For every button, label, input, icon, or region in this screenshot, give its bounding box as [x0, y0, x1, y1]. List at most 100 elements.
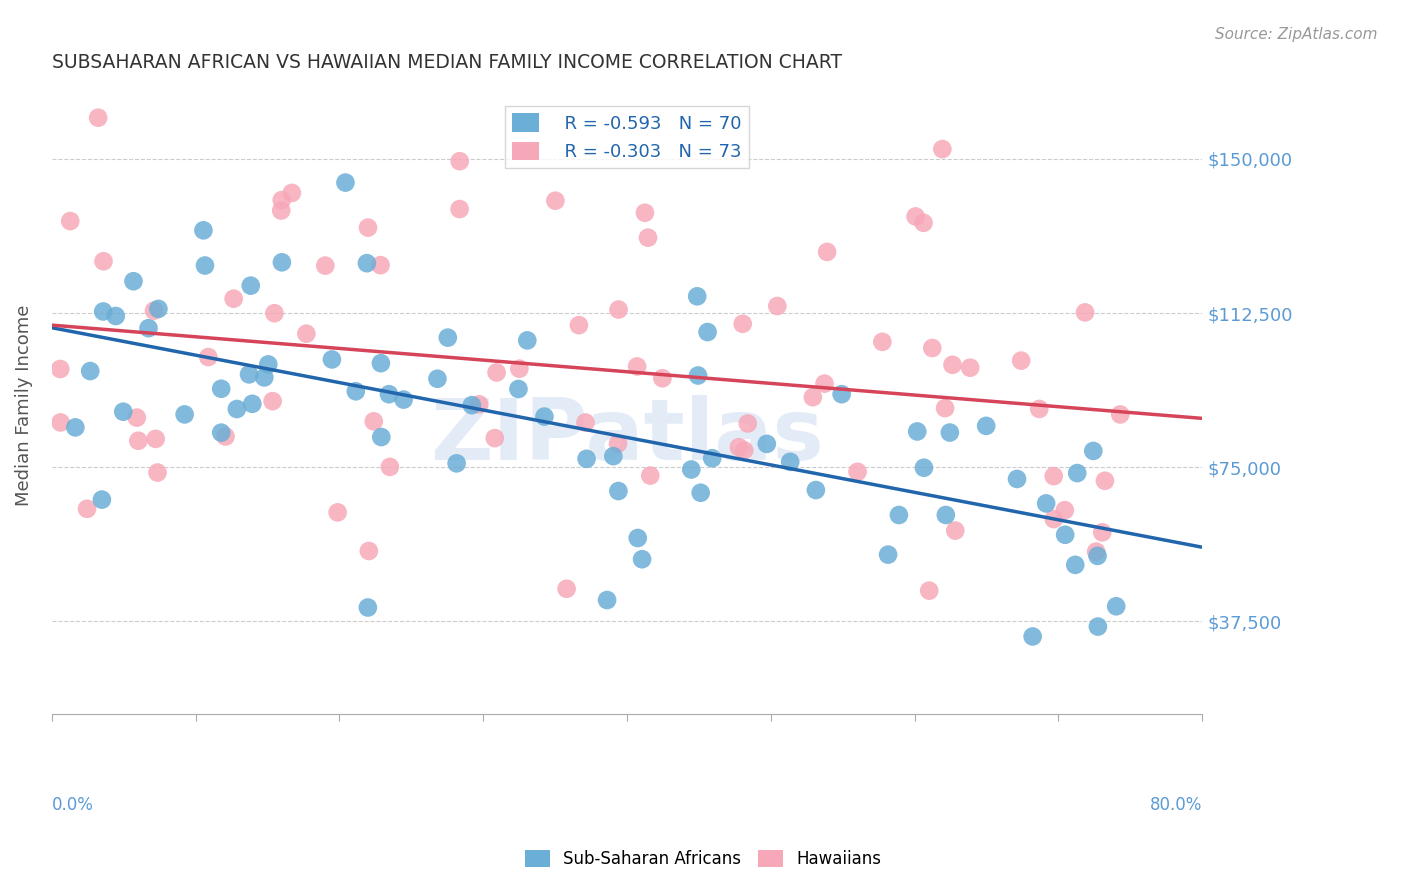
Sub-Saharan Africans [238, 368, 260, 382]
Sub-Saharan Africans [627, 531, 650, 545]
Sub-Saharan Africans [755, 437, 778, 451]
Sub-Saharan Africans [1087, 549, 1109, 563]
Sub-Saharan Africans [240, 397, 263, 411]
Sub-Saharan Africans [905, 425, 928, 439]
Hawaiians [485, 366, 508, 380]
Hawaiians [222, 292, 245, 306]
Sub-Saharan Africans [446, 456, 468, 470]
Hawaiians [931, 142, 953, 156]
Hawaiians [449, 202, 471, 216]
Hawaiians [941, 358, 963, 372]
Text: SUBSAHARAN AFRICAN VS HAWAIIAN MEDIAN FAMILY INCOME CORRELATION CHART: SUBSAHARAN AFRICAN VS HAWAIIAN MEDIAN FA… [52, 54, 842, 72]
Sub-Saharan Africans [225, 402, 247, 417]
Sub-Saharan Africans [148, 301, 170, 316]
Sub-Saharan Africans [602, 449, 624, 463]
Sub-Saharan Africans [173, 408, 195, 422]
Sub-Saharan Africans [877, 548, 900, 562]
Sub-Saharan Africans [378, 387, 401, 401]
Sub-Saharan Africans [112, 405, 135, 419]
Sub-Saharan Africans [1054, 528, 1077, 542]
Sub-Saharan Africans [65, 420, 87, 434]
Hawaiians [555, 582, 578, 596]
Sub-Saharan Africans [686, 368, 709, 383]
Hawaiians [1074, 305, 1097, 319]
Sub-Saharan Africans [1105, 599, 1128, 614]
Sub-Saharan Africans [209, 425, 232, 440]
Hawaiians [934, 401, 956, 416]
Hawaiians [728, 440, 751, 454]
Hawaiians [370, 258, 392, 272]
Hawaiians [449, 154, 471, 169]
Sub-Saharan Africans [689, 485, 711, 500]
Sub-Saharan Africans [253, 370, 276, 384]
Hawaiians [912, 216, 935, 230]
Sub-Saharan Africans [239, 278, 262, 293]
Hawaiians [295, 326, 318, 341]
Hawaiians [1053, 503, 1076, 517]
Hawaiians [1028, 401, 1050, 416]
Hawaiians [145, 432, 167, 446]
Hawaiians [326, 505, 349, 519]
Hawaiians [363, 414, 385, 428]
Hawaiians [87, 111, 110, 125]
Sub-Saharan Africans [321, 352, 343, 367]
Hawaiians [1091, 525, 1114, 540]
Hawaiians [959, 360, 981, 375]
Text: ZIPatlas: ZIPatlas [430, 395, 824, 478]
Hawaiians [634, 206, 657, 220]
Text: Source: ZipAtlas.com: Source: ZipAtlas.com [1215, 27, 1378, 42]
Hawaiians [49, 416, 72, 430]
Hawaiians [733, 443, 755, 458]
Hawaiians [270, 203, 292, 218]
Hawaiians [262, 394, 284, 409]
Hawaiians [508, 361, 530, 376]
Sub-Saharan Africans [436, 331, 458, 345]
Sub-Saharan Africans [90, 492, 112, 507]
Sub-Saharan Africans [344, 384, 367, 399]
Sub-Saharan Africans [831, 387, 853, 401]
Hawaiians [357, 220, 380, 235]
Y-axis label: Median Family Income: Median Family Income [15, 305, 32, 507]
Sub-Saharan Africans [516, 334, 538, 348]
Sub-Saharan Africans [696, 325, 718, 339]
Text: 80.0%: 80.0% [1150, 797, 1202, 814]
Sub-Saharan Africans [702, 451, 724, 466]
Hawaiians [214, 429, 236, 443]
Sub-Saharan Africans [1035, 496, 1057, 510]
Hawaiians [270, 193, 292, 207]
Sub-Saharan Africans [79, 364, 101, 378]
Hawaiians [607, 302, 630, 317]
Hawaiians [127, 434, 149, 448]
Hawaiians [197, 350, 219, 364]
Hawaiians [872, 334, 894, 349]
Hawaiians [640, 468, 662, 483]
Sub-Saharan Africans [335, 176, 357, 190]
Hawaiians [1010, 353, 1032, 368]
Sub-Saharan Africans [1064, 558, 1087, 572]
Legend: Sub-Saharan Africans, Hawaiians: Sub-Saharan Africans, Hawaiians [519, 843, 887, 875]
Sub-Saharan Africans [1083, 444, 1105, 458]
Hawaiians [378, 459, 401, 474]
Sub-Saharan Africans [596, 593, 619, 607]
Sub-Saharan Africans [357, 600, 380, 615]
Hawaiians [314, 259, 336, 273]
Sub-Saharan Africans [681, 462, 703, 476]
Hawaiians [813, 376, 835, 391]
Sub-Saharan Africans [575, 451, 598, 466]
Legend:   R = -0.593   N = 70,   R = -0.303   N = 73: R = -0.593 N = 70, R = -0.303 N = 73 [505, 106, 749, 169]
Hawaiians [281, 186, 304, 200]
Hawaiians [574, 416, 596, 430]
Sub-Saharan Africans [887, 508, 910, 522]
Hawaiians [568, 318, 591, 333]
Hawaiians [263, 306, 285, 320]
Hawaiians [766, 299, 789, 313]
Hawaiians [544, 194, 567, 208]
Sub-Saharan Africans [935, 508, 957, 522]
Hawaiians [1109, 408, 1132, 422]
Hawaiians [59, 214, 82, 228]
Sub-Saharan Africans [392, 392, 415, 407]
Sub-Saharan Africans [508, 382, 530, 396]
Sub-Saharan Africans [370, 356, 392, 370]
Sub-Saharan Africans [1087, 619, 1109, 633]
Sub-Saharan Africans [271, 255, 294, 269]
